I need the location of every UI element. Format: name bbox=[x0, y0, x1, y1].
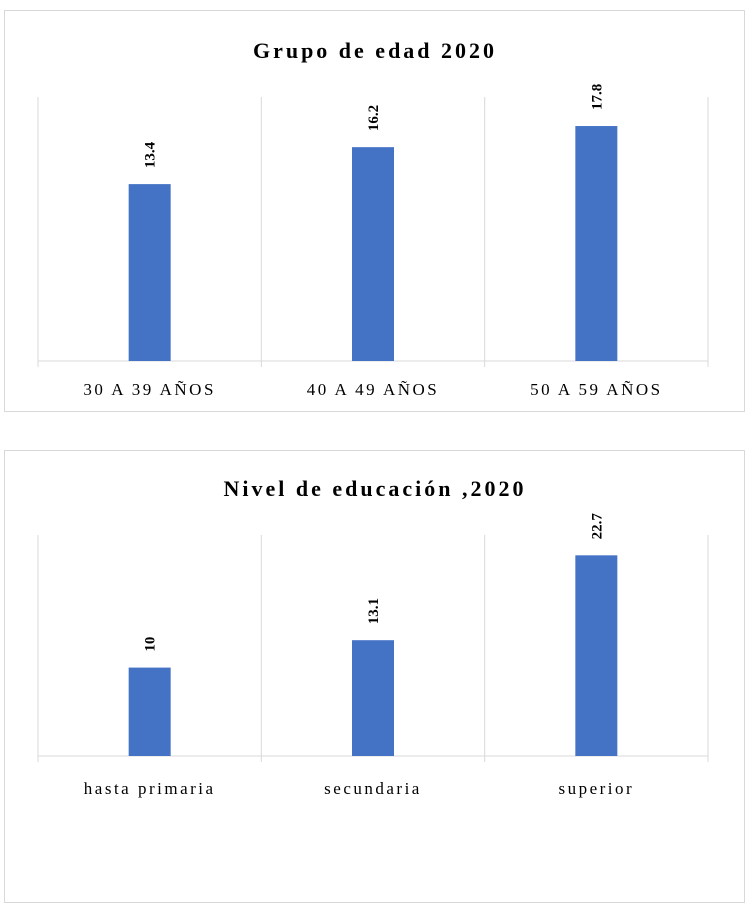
bar bbox=[128, 184, 171, 361]
data-label: 17.8 bbox=[589, 84, 605, 110]
bar bbox=[575, 555, 618, 756]
chart-nivel-de-educacion: Nivel de educación ,2020 10 hasta primari… bbox=[4, 450, 745, 903]
category-label: hasta primaria bbox=[84, 779, 216, 798]
chart-2-svg: Nivel de educación ,2020 10 hasta primari… bbox=[37, 476, 709, 798]
category-label: superior bbox=[558, 779, 634, 798]
bar bbox=[128, 667, 171, 756]
chart-1-svg: Grupo de edad 2020 13.4 30 A 39 AÑOS 16.2 4… bbox=[37, 38, 709, 399]
chart-title: Grupo de edad 2020 bbox=[253, 38, 497, 63]
data-label: 16.2 bbox=[366, 105, 382, 131]
data-label: 13.1 bbox=[366, 598, 382, 624]
bar bbox=[575, 126, 618, 361]
chart-grupo-de-edad: Grupo de edad 2020 13.4 30 A 39 AÑOS 16.2 4… bbox=[4, 10, 745, 412]
data-label: 22.7 bbox=[589, 513, 605, 540]
bar bbox=[352, 147, 394, 361]
data-label: 13.4 bbox=[143, 141, 159, 168]
data-label: 10 bbox=[143, 637, 159, 652]
category-label: secundaria bbox=[324, 779, 422, 798]
category-label: 50 A 59 AÑOS bbox=[530, 380, 663, 399]
chart-title: Nivel de educación ,2020 bbox=[224, 476, 527, 501]
category-label: 30 A 39 AÑOS bbox=[83, 380, 216, 399]
bar bbox=[352, 640, 394, 756]
category-label: 40 A 49 AÑOS bbox=[307, 380, 440, 399]
